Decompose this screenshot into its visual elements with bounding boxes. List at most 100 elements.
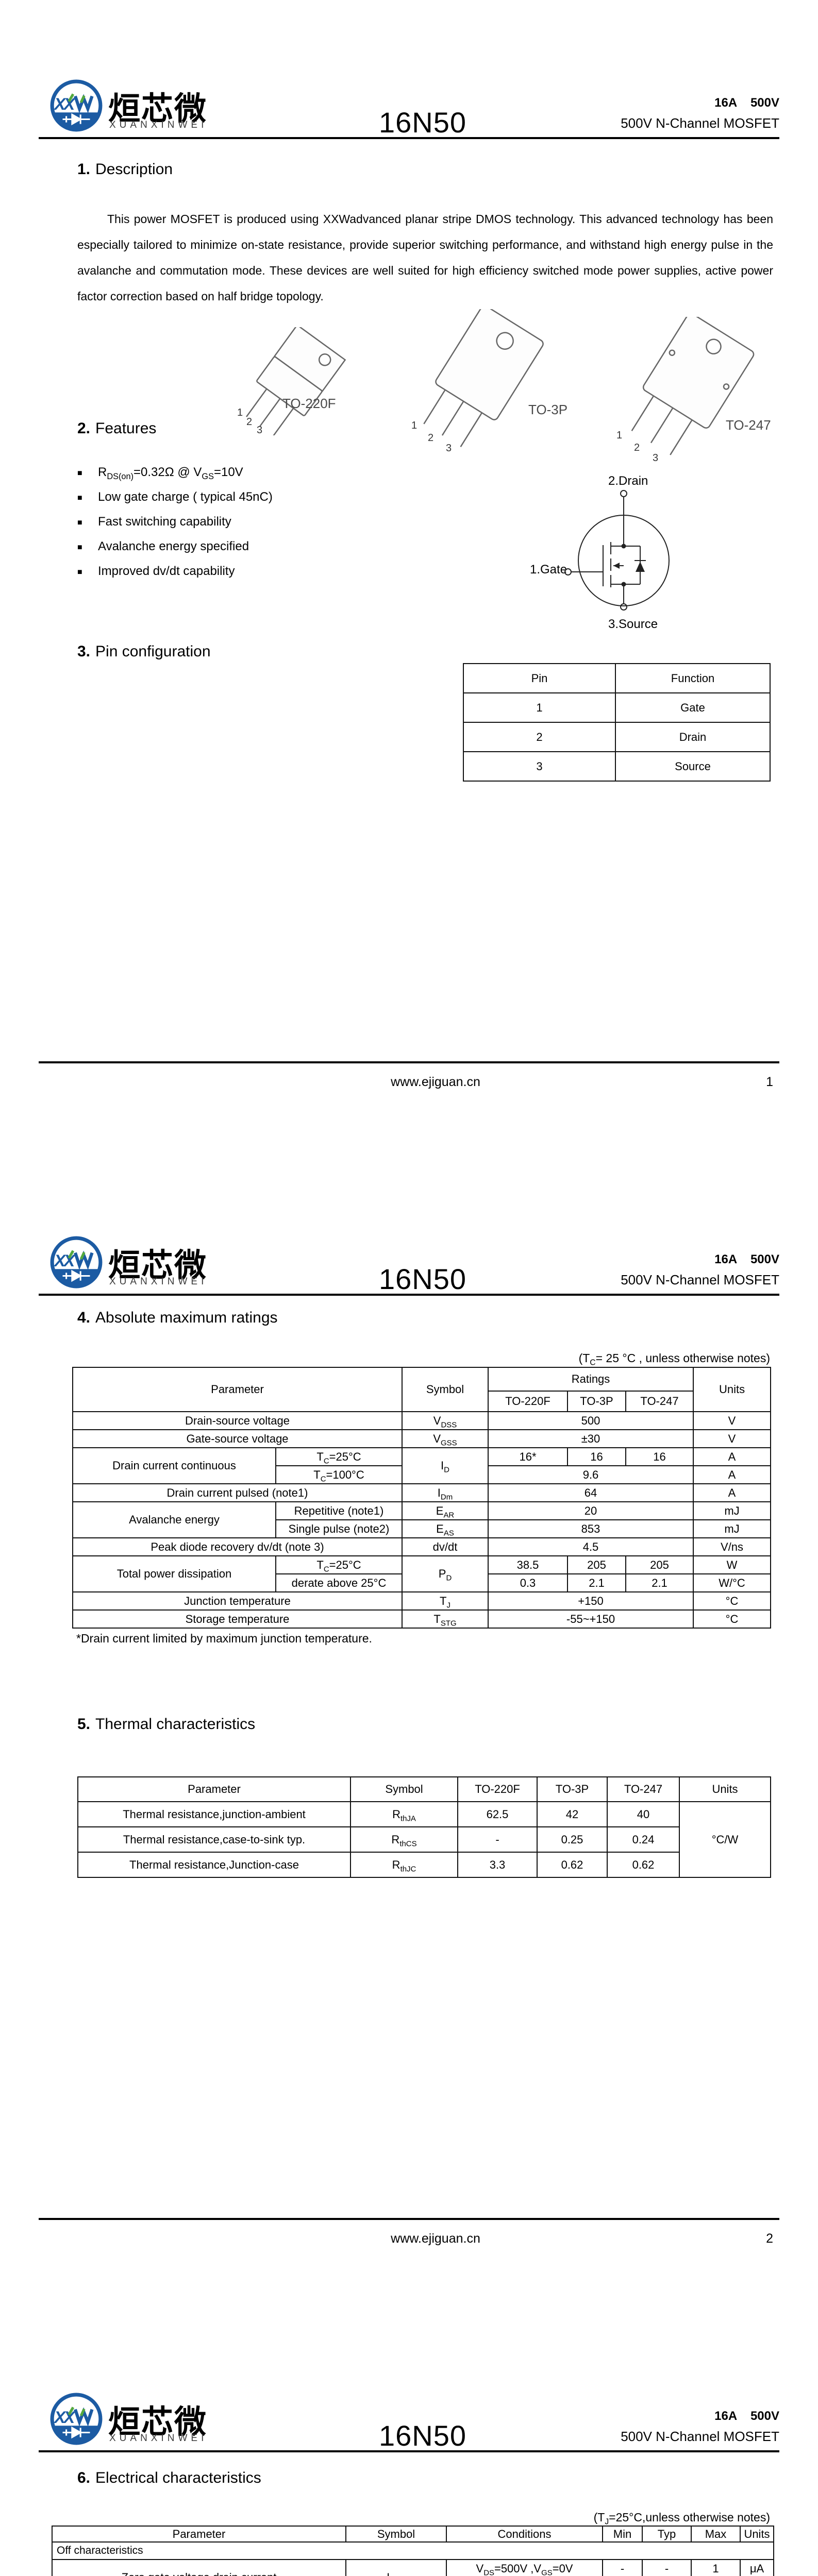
value-cell: ±30	[487, 1429, 694, 1448]
section-cell: Off characteristics	[52, 2541, 774, 2560]
symbol-cell: IDm	[402, 1483, 489, 1502]
value-cell: -	[642, 2559, 692, 2576]
value-cell: 0.62	[537, 1852, 608, 1878]
unit-cell: V	[693, 1429, 772, 1448]
section-label: Absolute maximum ratings	[95, 1309, 278, 1326]
table-row: Gate-source voltage VGSS ±30 V	[72, 1429, 772, 1448]
value-cell: 3.3	[457, 1852, 538, 1878]
feature-item: ■ Fast switching capability	[77, 510, 469, 534]
symbol-cell: IDSS	[345, 2559, 447, 2576]
table-header-row: Parameter Symbol TO-220F TO-3P TO-247 Un…	[77, 1776, 771, 1802]
unit-cell: V	[693, 1411, 772, 1430]
header-cell: Pin	[463, 663, 616, 693]
square-bullet-icon: ■	[77, 543, 82, 552]
symbol-cell: RthCS	[350, 1826, 458, 1853]
symbol-cell: ID	[402, 1447, 489, 1484]
section-description-heading: 1. Description	[77, 161, 173, 178]
value-cell: 40	[607, 1801, 680, 1827]
feature-text: Improved dv/dt capability	[98, 564, 235, 578]
conditions-note: (TC= 25 °C , unless otherwise notes)	[578, 1351, 770, 1367]
header-cell: Units	[693, 1367, 772, 1412]
section-number: 3.	[77, 643, 91, 660]
gate-terminal-label: 1.Gate	[530, 563, 567, 577]
brand-name-en: XUANXINWEI	[109, 1276, 208, 1287]
unit-cell: °C	[693, 1609, 772, 1629]
feature-text: Avalanche energy specified	[98, 539, 249, 553]
header-cell: Parameter	[77, 1776, 351, 1802]
value-cell: 205	[625, 1555, 694, 1574]
header-cell: TO-3P	[567, 1391, 626, 1412]
feature-item: ■ Avalanche energy specified	[77, 534, 469, 559]
pin-number: 3	[257, 425, 262, 435]
svg-text:X: X	[63, 2408, 76, 2427]
to247-drawing-icon: 1 2 3	[616, 313, 755, 464]
unit-cell: mJ	[693, 1519, 772, 1538]
header-cell: Symbol	[350, 1776, 458, 1802]
square-bullet-icon: ■	[77, 494, 82, 502]
symbol-cell: PD	[402, 1555, 489, 1592]
symbol-cell: RthJA	[350, 1801, 458, 1827]
condition-cell: TC=100°C	[275, 1465, 403, 1484]
param-cell: Drain-source voltage	[72, 1411, 403, 1430]
condition-cell: Repetitive (note1)	[275, 1501, 403, 1520]
section-label: Features	[95, 420, 157, 437]
table-row: Thermal resistance,junction-ambient RthJ…	[77, 1801, 771, 1878]
header-cell: TO-247	[625, 1391, 694, 1412]
part-number: 16N50	[378, 2419, 467, 2452]
square-bullet-icon: ■	[77, 518, 82, 527]
square-bullet-icon: ■	[77, 568, 82, 577]
abs-max-table: Parameter Symbol Ratings Units TO-220F T…	[72, 1367, 772, 1629]
cell: Source	[615, 751, 771, 782]
to220f-drawing-icon: 1 2 3	[237, 324, 346, 437]
value-cell: 16	[567, 1447, 626, 1466]
value-cell: 853	[487, 1519, 694, 1538]
condition-cell: VDS=500V ,VGS=0V	[446, 2559, 603, 2576]
part-number: 16N50	[378, 106, 467, 139]
unit-cell: A	[693, 1465, 772, 1484]
section-electrical-heading: 6. Electrical characteristics	[77, 2469, 261, 2487]
to3p-drawing-icon: 1 2 3	[411, 305, 544, 454]
value-cell: 4.5	[487, 1537, 694, 1556]
unit-cell: V/ns	[693, 1537, 772, 1556]
section-pin-config-heading: 3. Pin configuration	[77, 643, 211, 660]
condition-cell: TC=25°C	[275, 1447, 403, 1466]
features-list: ■ RDS(on)=0.32Ω @ VGS=10V ■ Low gate charg…	[77, 460, 469, 584]
header-cell: Max	[691, 2526, 741, 2543]
header-cell: Symbol	[345, 2526, 447, 2543]
feature-item: ■ Improved dv/dt capability	[77, 559, 469, 584]
condition-cell: TC=25°C	[275, 1555, 403, 1574]
page-2: X X 烜芯微 XUANXINWEI 16N50 16A 500V 500V N…	[0, 1157, 818, 2313]
header-rule	[39, 2450, 779, 2452]
table-header-row: Pin Function	[463, 663, 771, 693]
value-cell: 64	[487, 1483, 694, 1502]
symbol-cell: dv/dt	[402, 1537, 489, 1556]
section-label: Electrical characteristics	[95, 2469, 261, 2486]
header-cell: TO-247	[607, 1776, 680, 1802]
pin-number: 2	[246, 416, 252, 428]
pin-number: 1	[616, 430, 622, 441]
table-row: Peak diode recovery dv/dt (note 3) dv/dt…	[72, 1537, 772, 1556]
section-label: Description	[95, 161, 173, 178]
param-cell: Total power dissipation	[72, 1555, 276, 1592]
table-header-row: Parameter Symbol Conditions Min Typ Max …	[52, 2526, 774, 2543]
section-features-heading: 2. Features	[77, 420, 156, 437]
table-row: Avalanche energy Repetitive (note1) EAR …	[72, 1501, 772, 1538]
brand-name-cn: 烜芯微	[108, 2404, 208, 2440]
table-row: Thermal resistance,case-to-sink typ. Rth…	[77, 1826, 771, 1853]
unit-cell: W	[693, 1555, 772, 1574]
package-label: TO-247	[726, 417, 771, 433]
table-row: Zero gate voltage drain current IDSS VDS…	[52, 2559, 774, 2576]
param-cell: Drain current pulsed (note1)	[72, 1483, 403, 1502]
value-cell: 16	[625, 1447, 694, 1466]
table-row: 3 Source	[463, 751, 771, 782]
brand-logo-icon: X X	[50, 1236, 103, 1289]
svg-text:X: X	[53, 94, 66, 113]
section-number: 1.	[77, 161, 91, 178]
cell: 2	[463, 722, 616, 752]
rating-line: 16A 500V	[714, 96, 779, 110]
value-cell: 0.3	[488, 1573, 568, 1592]
part-subtitle: 500V N-Channel MOSFET	[621, 1272, 779, 1287]
param-cell: Junction temperature	[72, 1591, 403, 1611]
header-cell: Units	[740, 2526, 774, 2543]
part-number: 16N50	[378, 1263, 467, 1295]
